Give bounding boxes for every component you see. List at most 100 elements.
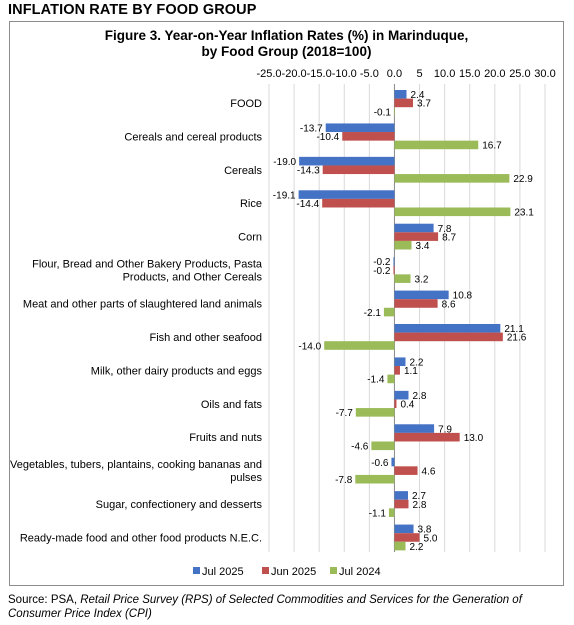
data-label: 21.1	[504, 324, 524, 335]
data-label: 4.6	[422, 466, 436, 477]
x-tick-label: -15.0	[307, 68, 332, 80]
bar	[355, 474, 395, 484]
bar	[394, 541, 406, 551]
data-label: 2.8	[413, 391, 427, 402]
data-label: -14.0	[298, 341, 321, 352]
data-label: 16.7	[482, 141, 502, 152]
bar	[298, 190, 395, 199]
bar	[383, 307, 395, 317]
bar	[393, 265, 395, 275]
legend-label: Jul 2025	[202, 566, 244, 578]
bar	[342, 132, 395, 141]
data-label: -0.1	[374, 107, 392, 118]
legend-label: Jul 2024	[339, 566, 381, 578]
data-label: 1.1	[404, 366, 418, 377]
category-label: Fruits and nuts	[189, 432, 262, 444]
data-label: -7.7	[336, 408, 354, 419]
chart-title: Figure 3. Year-on-Year Inflation Rates (…	[104, 28, 469, 43]
bar	[371, 441, 395, 451]
category-label: Cereals	[224, 165, 262, 177]
data-label: -19.1	[273, 190, 296, 201]
data-label: 8.6	[442, 299, 456, 310]
inflation-bar-chart: -25.0 -20.0 -15.0 -10.0 -5.0 0.0 5 10.0 15.0 20.0…	[10, 68, 556, 578]
data-label: -1.4	[367, 375, 385, 386]
data-label: -14.4	[296, 199, 319, 210]
bar	[299, 156, 395, 166]
data-label: -10.4	[316, 132, 339, 143]
x-tick-label: 10.0	[434, 68, 455, 80]
data-label: 7.9	[438, 424, 452, 435]
x-tick-label: 25.0	[509, 68, 530, 80]
category-label: Flour, Bread and Other Bakery Products, …	[32, 259, 263, 271]
category-label: Vegetables, tubers, plantains, cooking b…	[10, 459, 262, 471]
bar	[394, 290, 449, 300]
bar	[325, 123, 395, 133]
bar	[394, 332, 503, 342]
data-label: 3.2	[415, 274, 429, 285]
chart-frame	[9, 21, 564, 586]
bar	[355, 408, 395, 417]
data-label: 7.8	[438, 224, 452, 235]
data-label: -0.2	[373, 257, 391, 268]
data-label: -4.6	[351, 442, 369, 453]
data-label: 3.7	[417, 99, 431, 110]
data-label: 5.0	[424, 533, 438, 544]
bar	[388, 508, 395, 517]
data-label: 0.4	[400, 400, 414, 411]
data-label: 2.2	[409, 358, 423, 369]
bar	[394, 524, 414, 534]
category-label: Ready-made food and other food products …	[20, 532, 262, 544]
bar	[394, 466, 418, 475]
category-label: Oils and fats	[201, 399, 263, 411]
bar	[394, 90, 407, 99]
data-label: 23.1	[514, 208, 534, 219]
bar	[393, 257, 395, 266]
x-tick-label: -5.0	[360, 68, 379, 80]
bar	[393, 107, 395, 116]
data-label: -13.7	[300, 124, 323, 135]
data-label: 21.6	[507, 333, 527, 344]
category-label: Fish and other seafood	[149, 332, 262, 344]
bar	[394, 140, 479, 150]
bar	[394, 274, 411, 283]
category-label: Cereals and cereal products	[124, 131, 262, 143]
data-label: 2.7	[412, 491, 426, 502]
data-label: 3.8	[418, 525, 432, 536]
bar	[387, 374, 395, 384]
bar	[394, 174, 510, 183]
data-label: 3.4	[416, 241, 430, 252]
bar	[394, 533, 420, 542]
x-tick-label: 30.0	[534, 68, 555, 80]
legend-swatch	[330, 567, 337, 574]
source-note: Source: PSA, Retail Price Survey (RPS) o…	[8, 594, 568, 621]
data-label: 13.0	[464, 433, 484, 444]
data-label: -0.6	[371, 458, 389, 469]
bar	[394, 432, 460, 442]
data-label: 22.9	[513, 174, 533, 185]
category-label: Meat and other parts of slaughtered land…	[23, 298, 263, 310]
x-tick-label: 20.0	[484, 68, 505, 80]
bar	[394, 232, 439, 241]
bar	[394, 424, 435, 433]
data-label: -7.8	[335, 475, 353, 486]
x-tick-label: -25.0	[256, 68, 281, 80]
bar	[394, 207, 511, 217]
source-prefix: Source: PSA,	[8, 594, 81, 606]
bar	[394, 240, 412, 250]
bar	[394, 223, 434, 233]
data-label: 10.8	[453, 291, 473, 302]
x-tick-label: -10.0	[332, 68, 357, 80]
category-label: pulses	[230, 472, 262, 484]
category-label: FOOD	[230, 98, 262, 110]
data-label: 2.2	[409, 542, 423, 553]
bar	[394, 366, 400, 375]
source-title: Retail Price Survey (RPS) of Selected Co…	[8, 594, 522, 620]
x-tick-label: 15.0	[459, 68, 480, 80]
bar	[324, 341, 395, 350]
section-heading: INFLATION RATE BY FOOD GROUP	[8, 2, 257, 18]
data-label: 8.7	[442, 232, 456, 243]
legend-label: Jun 2025	[271, 566, 316, 578]
data-label: -2.1	[364, 308, 382, 319]
bar	[394, 98, 414, 108]
chart-subtitle: by Food Group (2018=100)	[201, 44, 372, 59]
